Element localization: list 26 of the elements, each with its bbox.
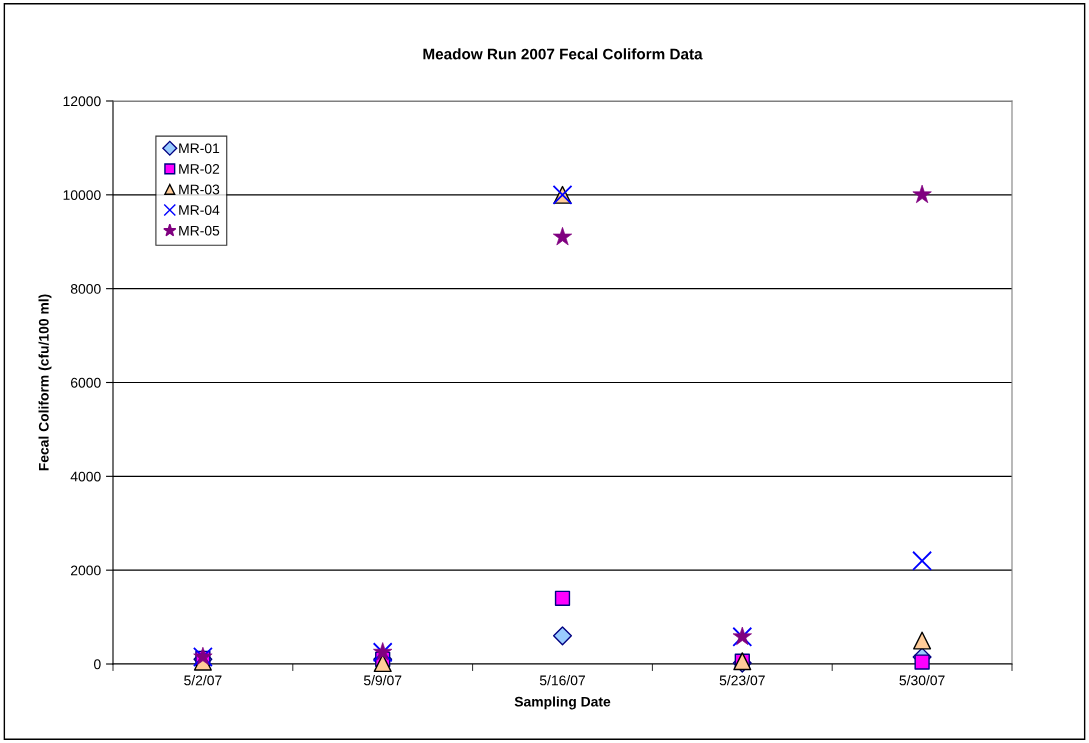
y-tick-label: 6000 <box>71 377 101 388</box>
point <box>913 631 932 650</box>
point <box>914 654 930 670</box>
x-tick-label: 5/23/07 <box>719 675 765 686</box>
x-tick-label: 5/9/07 <box>363 675 402 686</box>
legend-label: MR-03 <box>179 184 220 195</box>
point <box>912 550 933 571</box>
point <box>373 654 392 673</box>
chart-title: Meadow Run 2007 Fecal Coliform Data <box>423 48 703 60</box>
x-axis-title: Sampling Date <box>514 696 611 710</box>
y-tick-label: 4000 <box>70 471 101 482</box>
legend-label: MR-05 <box>179 225 220 236</box>
y-tick-label: 0 <box>94 659 101 670</box>
legend-label: MR-01 <box>179 143 220 154</box>
y-tick-label: 12000 <box>63 96 101 107</box>
x-tick-label: 5/30/07 <box>899 675 945 686</box>
legend-label: MR-04 <box>179 205 220 215</box>
y-tick-label: 8000 <box>70 284 101 294</box>
point <box>554 590 571 606</box>
point <box>552 626 573 646</box>
y-tick-label: 10000 <box>63 190 101 200</box>
y-tick-label: 2000 <box>71 565 101 576</box>
y-axis-title: Fecal Coliform (cfu/100 ml) <box>38 294 52 471</box>
x-tick-label: 5/2/07 <box>184 675 222 686</box>
legend-label: MR-02 <box>179 163 220 174</box>
x-tick-label: 5/16/07 <box>539 675 585 686</box>
